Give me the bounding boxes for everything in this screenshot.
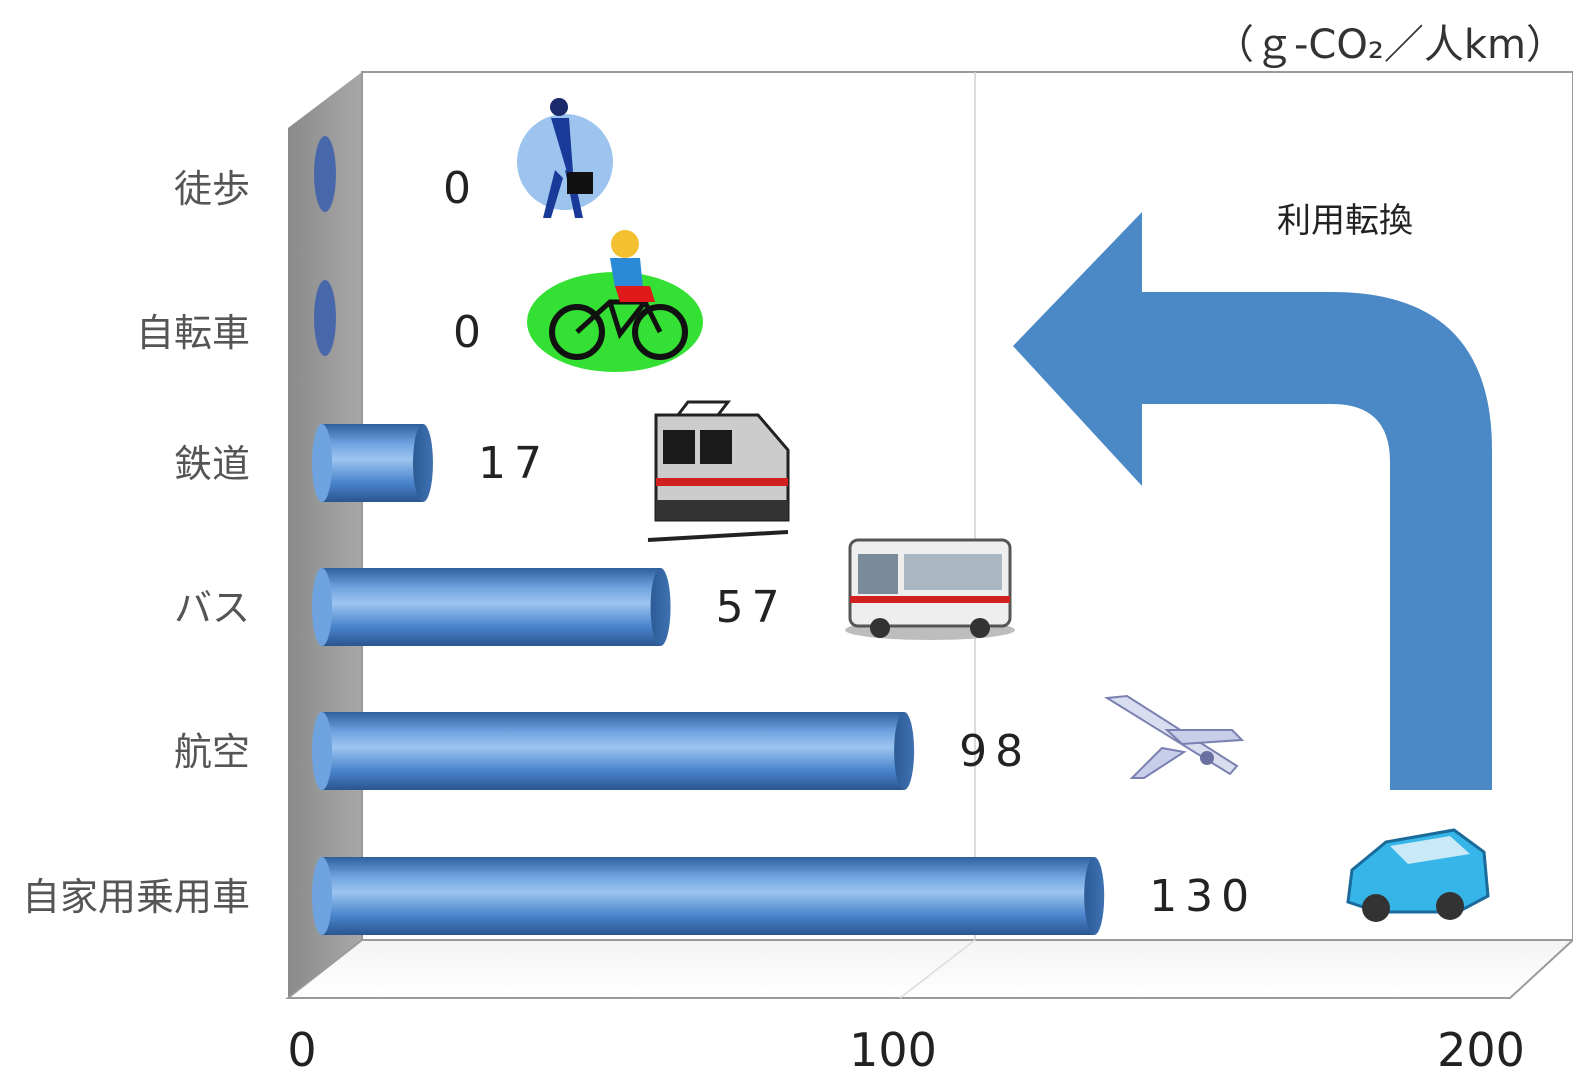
bar xyxy=(314,280,336,356)
category-label: 鉄道 xyxy=(174,442,250,486)
x-tick-label: 200 xyxy=(1437,1023,1525,1077)
data-label: 57 xyxy=(716,582,788,633)
category-label: 徒歩 xyxy=(174,167,250,211)
airplane-icon xyxy=(1103,694,1245,779)
bar xyxy=(312,424,433,502)
bar xyxy=(312,857,1105,935)
data-label: 0 xyxy=(443,163,479,214)
category-label: 自家用乗用車 xyxy=(22,875,250,919)
data-label: 17 xyxy=(478,438,550,489)
x-tick-label: 0 xyxy=(287,1023,316,1077)
data-label: 130 xyxy=(1149,871,1257,922)
floor-gridline-100 xyxy=(899,939,976,999)
walking-person-icon xyxy=(517,98,613,218)
category-label: バス xyxy=(174,586,250,630)
conversion-arrow-icon xyxy=(1013,212,1492,790)
bar xyxy=(312,712,915,790)
arrow-annotation-label: 利用転換 xyxy=(1277,201,1413,241)
pictograms-layer xyxy=(517,98,1490,922)
bus-icon xyxy=(845,538,1015,640)
data-label: 98 xyxy=(959,726,1031,777)
category-label: 自転車 xyxy=(136,311,250,355)
car-icon xyxy=(1346,828,1490,922)
x-tick-label: 100 xyxy=(849,1023,937,1077)
bicycle-icon xyxy=(527,230,703,372)
data-label: 0 xyxy=(453,307,489,358)
bar xyxy=(312,568,671,646)
train-icon xyxy=(647,400,790,542)
unit-label: （ｇ-CO₂／人km） xyxy=(1214,22,1566,68)
category-label: 航空 xyxy=(174,730,250,774)
bars-layer xyxy=(312,136,1105,935)
bar xyxy=(314,136,336,212)
labels-layer: 徒歩 0 自転車 0 鉄道 17 バス 57 航空 98 自家用乗用車 130 0 100 200 xyxy=(22,163,1525,1077)
floor xyxy=(285,939,1573,999)
